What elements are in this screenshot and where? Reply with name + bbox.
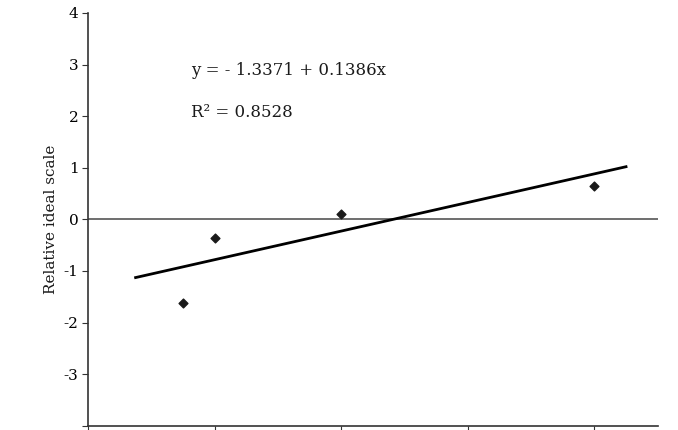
Point xyxy=(589,182,600,189)
Point xyxy=(178,300,188,307)
Text: R² = 0.8528: R² = 0.8528 xyxy=(191,104,292,121)
Y-axis label: Relative ideal scale: Relative ideal scale xyxy=(44,144,58,294)
Point xyxy=(210,235,220,242)
Point xyxy=(336,210,346,217)
Text: y = - 1.3371 + 0.1386x: y = - 1.3371 + 0.1386x xyxy=(191,62,386,80)
